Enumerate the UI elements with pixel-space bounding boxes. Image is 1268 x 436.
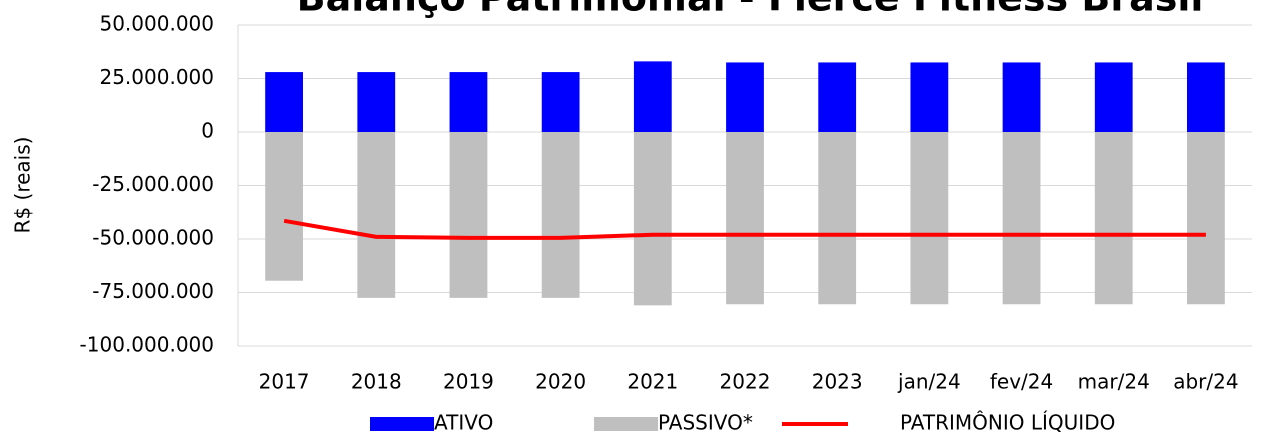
bar <box>1094 132 1133 305</box>
bar <box>541 72 580 132</box>
bar <box>449 132 488 298</box>
y-tick-label: 50.000.000 <box>99 12 214 36</box>
bar <box>726 62 764 133</box>
bar <box>818 62 857 133</box>
bar <box>633 132 672 306</box>
x-tick-label: 2023 <box>812 370 863 394</box>
x-tick-label: abr/24 <box>1173 370 1238 394</box>
x-tick-label: 2021 <box>627 370 678 394</box>
x-tick-label: 2020 <box>535 370 586 394</box>
legend-label: ATIVO <box>434 411 493 435</box>
bar <box>449 72 488 132</box>
bar <box>1094 62 1133 133</box>
legend-label: PATRIMÔNIO LÍQUIDO <box>900 411 1115 435</box>
line <box>283 218 1206 240</box>
bar <box>265 72 303 132</box>
y-tick-label: -100.000.000 <box>80 333 214 357</box>
y-tick-label: -75.000.000 <box>92 279 214 303</box>
bar <box>265 132 303 281</box>
x-tick-label: 2022 <box>720 370 771 394</box>
legend-label: PASSIVO* <box>658 411 753 435</box>
y-tick-label: -25.000.000 <box>92 172 214 196</box>
chart-title: Balanço Patrimonial - Fierce Fitness Bra… <box>297 0 1204 20</box>
x-tick-label: fev/24 <box>990 370 1053 394</box>
bar <box>1002 62 1041 133</box>
bar <box>357 72 396 132</box>
bar <box>910 132 949 305</box>
bar <box>1187 132 1225 305</box>
bar <box>818 132 857 305</box>
x-tick-label: 2019 <box>443 370 494 394</box>
legend-swatch <box>594 417 658 431</box>
bar <box>726 132 764 305</box>
x-tick-label: jan/24 <box>897 370 961 394</box>
x-tick-label: 2017 <box>259 370 310 394</box>
bar <box>633 61 672 132</box>
y-tick-label: -50.000.000 <box>92 226 214 250</box>
bar <box>357 132 396 298</box>
bar <box>1187 62 1225 133</box>
y-axis-label: R$ (reais) <box>11 137 35 234</box>
x-tick-label: 2018 <box>351 370 402 394</box>
bar <box>910 62 949 133</box>
y-tick-label: 25.000.000 <box>99 65 214 89</box>
x-tick-label: mar/24 <box>1078 370 1150 394</box>
legend-swatch <box>370 417 434 431</box>
bar <box>541 132 580 298</box>
y-tick-label: 0 <box>201 119 214 143</box>
bar <box>1002 132 1041 305</box>
